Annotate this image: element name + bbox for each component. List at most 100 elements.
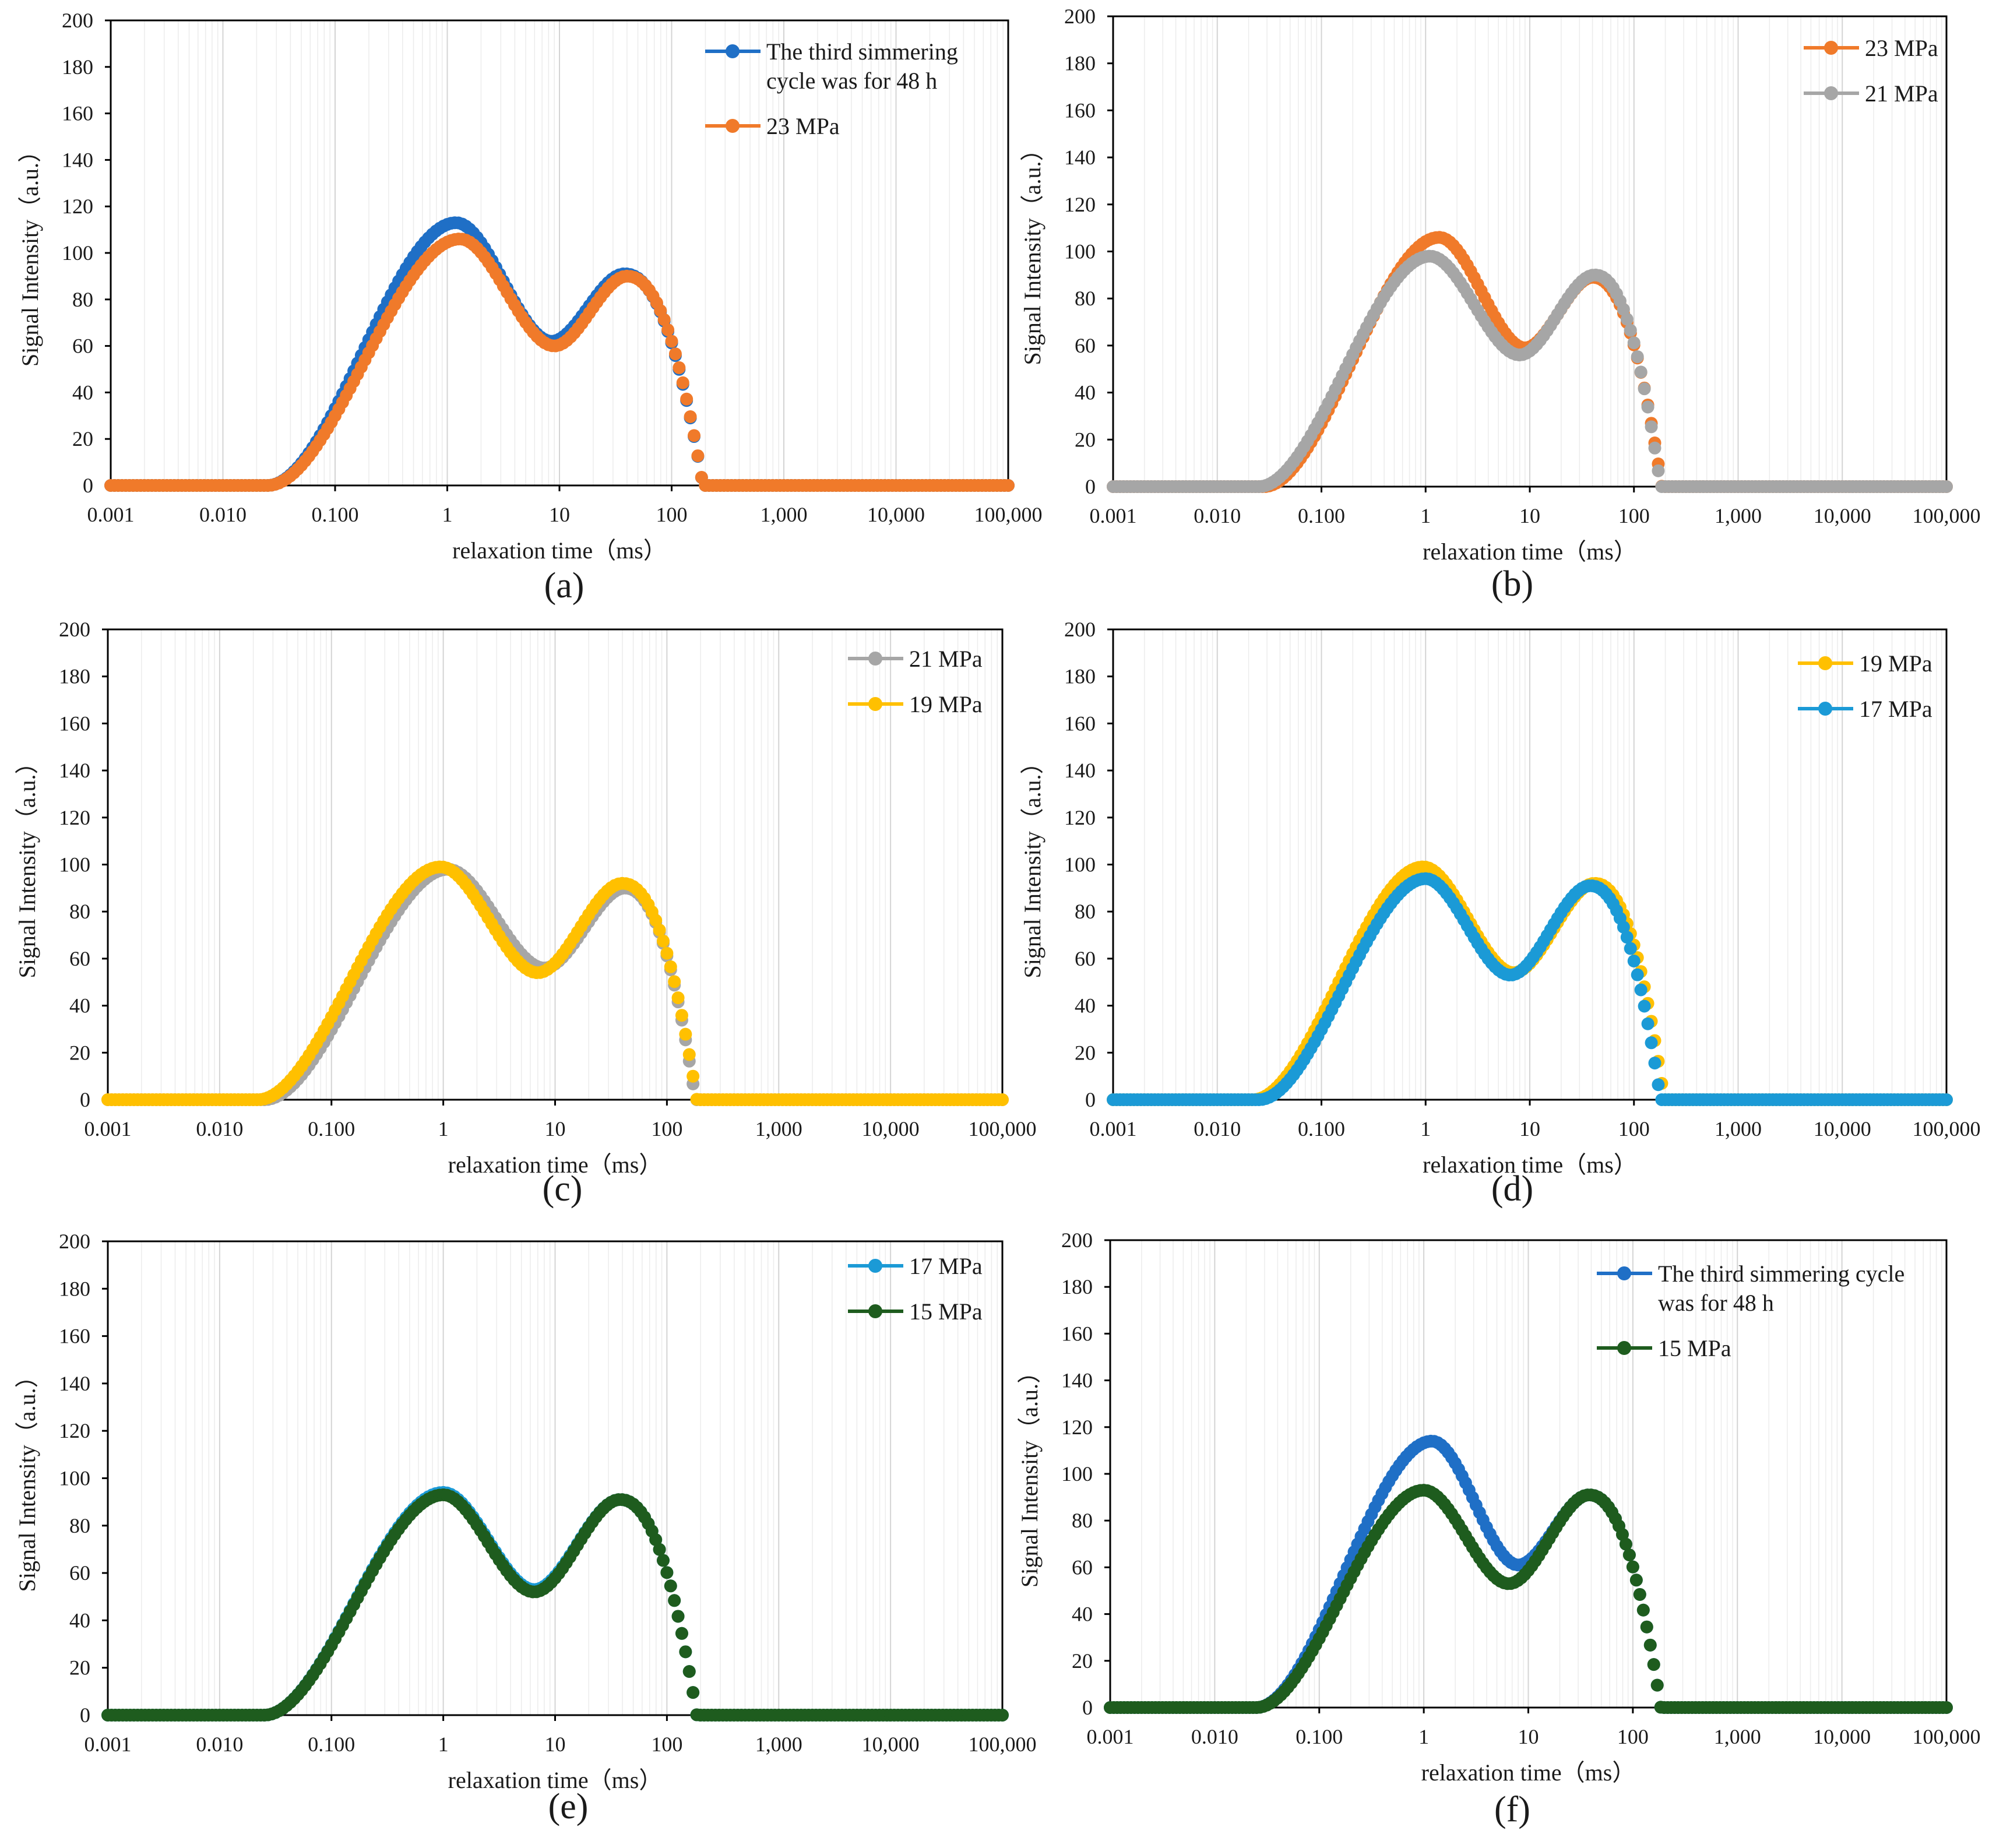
y-tick-label: 80 [1072, 1509, 1093, 1532]
legend-entry-text: The third simmering [766, 38, 958, 65]
data-point [1645, 1036, 1658, 1050]
series-1 [1107, 249, 1953, 493]
data-point [1645, 420, 1658, 434]
x-tick-label: 10,000 [1814, 504, 1871, 527]
x-tick-label: 0.001 [1090, 1117, 1137, 1141]
series-1 [1104, 1484, 1953, 1714]
legend-marker [1617, 1341, 1631, 1355]
y-axis-title: Signal Intensity（a.u.） [14, 751, 40, 978]
data-point [649, 914, 663, 927]
data-point [1648, 1057, 1661, 1070]
x-tick-label: 0.010 [1194, 1117, 1241, 1141]
y-tick-label: 160 [1061, 1322, 1093, 1345]
y-tick-label: 100 [1064, 853, 1096, 877]
legend-entry-text: 15 MPa [1658, 1335, 1731, 1361]
y-tick-label: 80 [1075, 287, 1096, 310]
y-tick-label: 180 [59, 1277, 90, 1300]
x-tick-label: 1 [1420, 1117, 1431, 1141]
legend: 19 MPa 17 MPa [1798, 650, 1932, 722]
x-axis-title: relaxation time（ms） [1421, 1759, 1636, 1786]
y-tick-label: 120 [59, 806, 90, 829]
data-point [1627, 336, 1641, 350]
legend-entry-text: 23 MPa [1865, 35, 1938, 61]
legend-marker [1617, 1266, 1631, 1280]
y-tick-label: 140 [59, 759, 90, 782]
x-tick-label: 10,000 [1814, 1117, 1871, 1141]
legend-marker [868, 697, 882, 711]
series-1 [101, 860, 1009, 1106]
x-tick-label: 0.010 [1194, 504, 1241, 527]
data-point [668, 975, 681, 988]
legend-entry-text: 21 MPa [909, 646, 983, 672]
data-point [661, 323, 675, 337]
x-tick-label: 0.100 [308, 1733, 355, 1756]
x-tick-label: 10 [549, 503, 570, 526]
y-tick-label: 180 [1061, 1275, 1093, 1298]
data-point [1641, 1017, 1654, 1030]
data-point [665, 335, 678, 348]
data-point [1648, 441, 1661, 455]
y-tick-label: 200 [59, 1230, 90, 1253]
data-point [660, 1566, 674, 1579]
data-point [1940, 480, 1953, 493]
y-tick-label: 180 [1064, 52, 1096, 75]
panel-d: 0 20 40 60 80 100 120 140 160 180 200 0.001 0.010 0.1… [1019, 618, 1981, 1209]
data-point [680, 392, 694, 406]
x-tick-label: 0.100 [308, 1117, 355, 1141]
y-tick-label: 40 [69, 994, 90, 1018]
y-tick-label: 120 [1061, 1416, 1093, 1439]
panel-e: 0 20 40 60 80 100 120 140 160 180 200 0.001 0.010 0.1… [14, 1230, 1037, 1826]
x-tick-label: 0.100 [1298, 504, 1345, 527]
data-point [676, 376, 689, 389]
y-tick-label: 40 [72, 381, 93, 404]
data-point [1626, 1560, 1639, 1574]
data-point [1622, 1548, 1636, 1562]
x-tick-label: 0.010 [196, 1117, 243, 1141]
data-point [1629, 1574, 1643, 1587]
legend-marker [868, 652, 882, 666]
x-tick-label: 100,000 [1913, 504, 1981, 527]
data-point [1940, 1093, 1953, 1106]
y-tick-label: 20 [1072, 1649, 1093, 1673]
data-point [1617, 302, 1630, 316]
x-tick-label: 1 [438, 1117, 449, 1141]
x-tick-label: 10 [1519, 1117, 1540, 1141]
x-tick-label: 10,000 [867, 503, 925, 526]
legend-entry-text: 23 MPa [766, 113, 840, 139]
legend-marker [1818, 656, 1832, 670]
data-point [660, 946, 674, 960]
data-point [1631, 968, 1644, 981]
y-tick-label: 0 [80, 1703, 90, 1727]
y-tick-label: 0 [1085, 475, 1096, 498]
data-point [664, 1579, 677, 1593]
y-tick-label: 180 [59, 665, 90, 688]
y-tick-label: 80 [69, 1514, 90, 1537]
y-axis-title: Signal Intensity（a.u.） [17, 139, 43, 367]
x-tick-label: 1 [1420, 504, 1431, 527]
y-axis-title: Signal Intensity（a.u.） [1019, 751, 1045, 978]
x-tick-label: 100 [1617, 1725, 1649, 1748]
data-point [1643, 1638, 1657, 1652]
legend-entry-text: 19 MPa [909, 691, 983, 717]
x-tick-label: 0.001 [85, 1733, 132, 1756]
data-point [687, 1069, 700, 1083]
x-tick-label: 10 [545, 1117, 566, 1141]
x-tick-label: 10 [545, 1733, 566, 1756]
x-axis-title: relaxation time（ms） [448, 1767, 663, 1793]
data-point [688, 429, 700, 442]
data-point [1641, 400, 1654, 414]
y-tick-label: 40 [1075, 994, 1096, 1018]
y-tick-label: 160 [59, 1325, 90, 1348]
legend-marker [726, 44, 740, 58]
data-point [649, 1533, 663, 1546]
x-tick-label: 100 [651, 1117, 682, 1141]
x-tick-label: 1 [442, 503, 453, 526]
x-tick-label: 0.100 [1298, 1117, 1345, 1141]
data-point [1620, 312, 1634, 326]
data-point [1652, 464, 1665, 477]
x-tick-label: 1,000 [1714, 1725, 1761, 1748]
x-tick-label: 0.010 [196, 1733, 243, 1756]
y-tick-label: 60 [69, 947, 90, 970]
data-point [684, 410, 697, 423]
